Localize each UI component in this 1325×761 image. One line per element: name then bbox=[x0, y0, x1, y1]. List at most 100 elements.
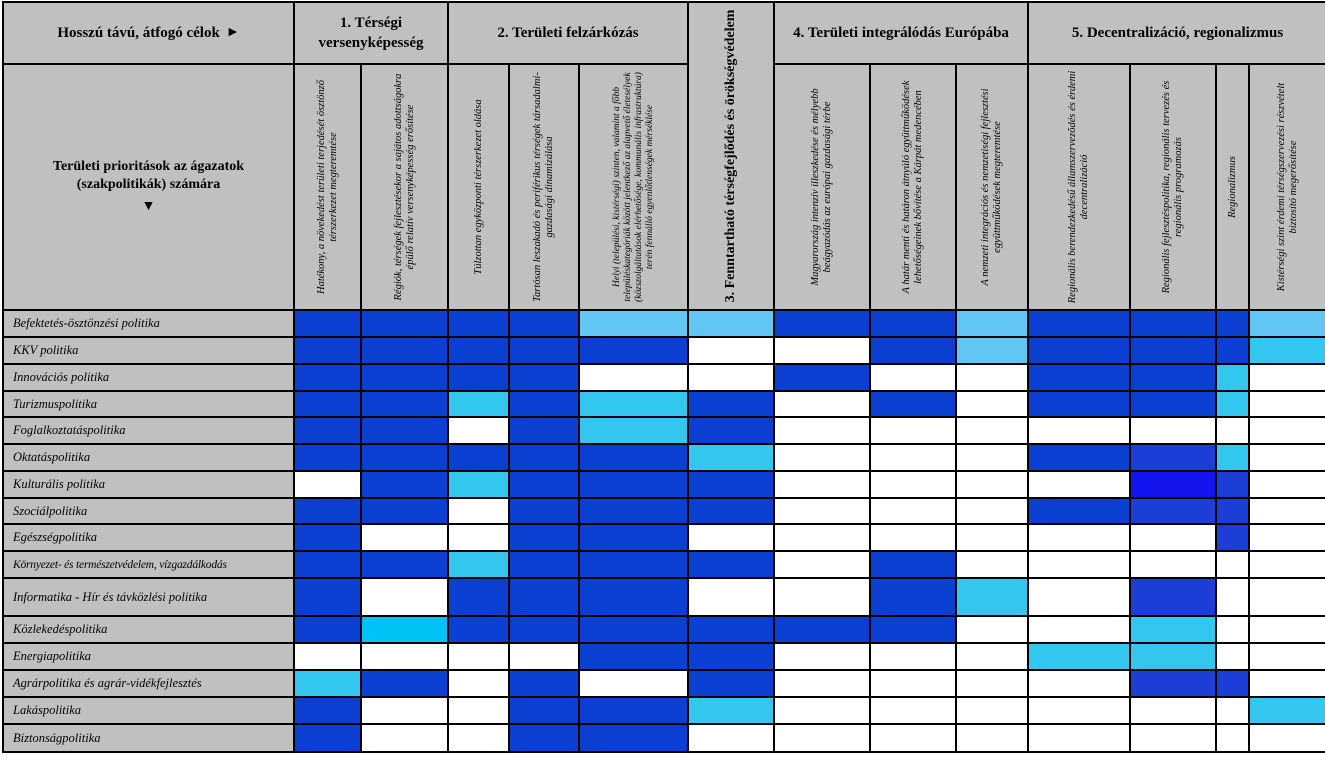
matrix-cell bbox=[510, 725, 580, 753]
subheader-2-1: Túlzottan egyközponti térszerkezet oldás… bbox=[449, 65, 510, 311]
group-header-5: 5. Decentralizáció, regionalizmus bbox=[1029, 3, 1325, 65]
row-label: Egészségpolitika bbox=[4, 525, 295, 552]
row-label: Környezet- és természetvédelem, vízgazdá… bbox=[4, 552, 295, 579]
matrix-cell bbox=[1217, 525, 1250, 552]
matrix-cell bbox=[580, 365, 689, 392]
matrix-cell bbox=[295, 445, 362, 472]
matrix-cell bbox=[362, 338, 449, 365]
matrix-cell bbox=[957, 725, 1029, 753]
matrix-cell bbox=[1131, 338, 1217, 365]
matrix-cell bbox=[689, 365, 775, 392]
matrix-cell bbox=[1029, 499, 1131, 525]
matrix-cell bbox=[689, 579, 775, 617]
matrix-cell bbox=[689, 311, 775, 338]
right-arrow-icon: ► bbox=[225, 25, 240, 40]
matrix-cell bbox=[871, 579, 957, 617]
matrix-cell bbox=[957, 445, 1029, 472]
subheader-2-2: Tartósan leszakadó és periférikus térség… bbox=[510, 65, 580, 311]
matrix-cell bbox=[1029, 338, 1131, 365]
matrix-cell bbox=[1250, 311, 1325, 338]
matrix-cell bbox=[580, 552, 689, 579]
subheader-text: Tartósan leszakadó és periférikus térség… bbox=[532, 72, 555, 302]
matrix-cell bbox=[295, 552, 362, 579]
matrix-cell bbox=[1250, 525, 1325, 552]
matrix-cell bbox=[871, 418, 957, 445]
matrix-cell bbox=[449, 445, 510, 472]
matrix-cell bbox=[295, 617, 362, 644]
matrix-cell bbox=[957, 617, 1029, 644]
matrix-cell bbox=[1029, 311, 1131, 338]
matrix-cell bbox=[775, 311, 871, 338]
matrix-cell bbox=[775, 472, 871, 499]
matrix-cell bbox=[580, 392, 689, 418]
group-header-2: 2. Területi felzárkózás bbox=[449, 3, 689, 65]
matrix-cell bbox=[1250, 671, 1325, 698]
matrix-cell bbox=[449, 671, 510, 698]
matrix-cell bbox=[1250, 499, 1325, 525]
matrix-cell bbox=[1217, 499, 1250, 525]
subheader-5-2: Regionális fejlesztéspolitika, regionáli… bbox=[1131, 65, 1217, 311]
subheader-5-4: Kistérségi szint érdemi térségszervezési… bbox=[1250, 65, 1325, 311]
matrix-cell bbox=[362, 525, 449, 552]
row-label: Közlekedéspolitika bbox=[4, 617, 295, 644]
matrix-cell bbox=[1131, 552, 1217, 579]
matrix-cell bbox=[295, 338, 362, 365]
row-label: Foglalkoztatáspolitika bbox=[4, 418, 295, 445]
matrix-cell bbox=[689, 472, 775, 499]
matrix-cell bbox=[580, 671, 689, 698]
matrix-cell bbox=[1250, 392, 1325, 418]
matrix-cell bbox=[295, 418, 362, 445]
matrix-cell bbox=[1250, 725, 1325, 753]
matrix-cell bbox=[1217, 472, 1250, 499]
matrix-cell bbox=[510, 579, 580, 617]
matrix-cell bbox=[689, 418, 775, 445]
header-corner-priorities: Területi prioritások az ágazatok (szakpo… bbox=[4, 65, 295, 311]
matrix-cell bbox=[1131, 644, 1217, 671]
matrix-cell bbox=[1029, 579, 1131, 617]
group-header-1: 1. Térségi versenyképesség bbox=[295, 3, 449, 65]
matrix-cell bbox=[362, 392, 449, 418]
matrix-cell bbox=[362, 472, 449, 499]
subheader-1-2: Régiók, térségek fejlesztésekor a sajáto… bbox=[362, 65, 449, 311]
matrix-cell bbox=[957, 499, 1029, 525]
subheader-text: Regionális fejlesztéspolitika, regionáli… bbox=[1161, 80, 1184, 294]
matrix-cell bbox=[449, 418, 510, 445]
matrix-cell bbox=[510, 525, 580, 552]
matrix-cell bbox=[957, 311, 1029, 338]
matrix-cell bbox=[295, 644, 362, 671]
header-corner-goals-label: Hosszú távú, átfogó célok bbox=[57, 24, 220, 41]
matrix-cell bbox=[580, 579, 689, 617]
matrix-cell bbox=[689, 671, 775, 698]
matrix-cell bbox=[689, 617, 775, 644]
matrix-cell bbox=[775, 617, 871, 644]
matrix-cell bbox=[1131, 525, 1217, 552]
matrix-cell bbox=[871, 338, 957, 365]
matrix-cell bbox=[362, 311, 449, 338]
row-label: Befektetés-ösztönzési politika bbox=[4, 311, 295, 338]
matrix-cell bbox=[1131, 311, 1217, 338]
matrix-cell bbox=[1217, 338, 1250, 365]
matrix-cell bbox=[510, 392, 580, 418]
group-header-3: 3. Fenntartható térségfejlődés és öröksé… bbox=[689, 3, 775, 311]
matrix-cell bbox=[957, 644, 1029, 671]
matrix-cell bbox=[1029, 698, 1131, 725]
row-label: Informatika - Hír és távközlési politika bbox=[4, 579, 295, 617]
matrix-cell bbox=[1217, 644, 1250, 671]
subheader-text: Magyarország intenzív illeszkedése és mé… bbox=[810, 88, 833, 286]
matrix-cell bbox=[295, 698, 362, 725]
matrix-cell bbox=[871, 392, 957, 418]
matrix-cell bbox=[775, 552, 871, 579]
subheader-text: Kistérségi szint érdemi térségszervezési… bbox=[1276, 82, 1299, 292]
matrix-cell bbox=[362, 418, 449, 445]
matrix-cell bbox=[449, 472, 510, 499]
matrix-cell bbox=[1217, 725, 1250, 753]
matrix-cell bbox=[580, 698, 689, 725]
row-label: KKV politika bbox=[4, 338, 295, 365]
matrix-cell bbox=[775, 338, 871, 365]
subheader-4-3: A nemzeti integrációs és nemzetiségi fej… bbox=[957, 65, 1029, 311]
matrix-cell bbox=[362, 698, 449, 725]
subheader-text: Helyi (települési, kistérségi) szinten, … bbox=[611, 72, 655, 302]
matrix-cell bbox=[1029, 418, 1131, 445]
matrix-cell bbox=[1131, 365, 1217, 392]
matrix-cell bbox=[510, 617, 580, 644]
